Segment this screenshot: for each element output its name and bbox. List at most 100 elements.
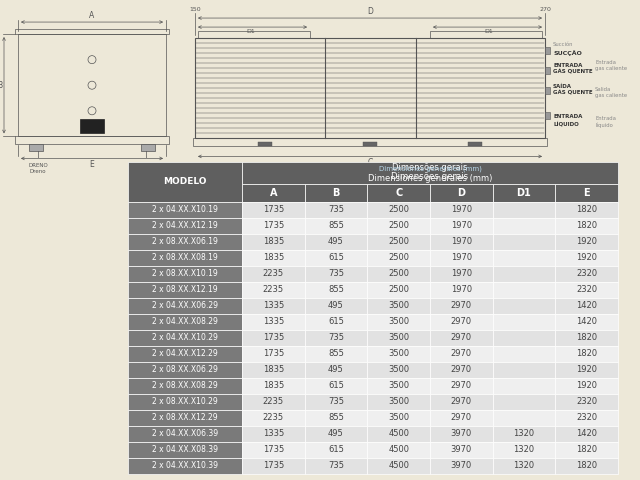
Bar (430, 298, 493, 314)
Bar (367, 234, 430, 250)
Bar (128, 442, 242, 458)
Text: 1320: 1320 (513, 430, 534, 439)
Text: D1: D1 (516, 188, 531, 198)
Bar (556, 218, 618, 234)
Text: 4500: 4500 (388, 430, 409, 439)
Bar (242, 458, 305, 474)
Text: MODELO: MODELO (163, 178, 207, 187)
Bar (493, 218, 556, 234)
Text: 495: 495 (328, 365, 344, 374)
Text: 1820: 1820 (576, 334, 597, 343)
Text: C: C (395, 188, 403, 198)
Bar (128, 346, 242, 362)
Bar (128, 250, 242, 266)
Text: LÍQUIDO: LÍQUIDO (553, 120, 579, 126)
Bar (128, 330, 242, 346)
Bar (556, 378, 618, 394)
Text: 1735: 1735 (262, 334, 284, 343)
Bar (363, 143, 377, 146)
Text: Entrada: Entrada (595, 60, 616, 65)
Bar (493, 202, 556, 218)
Bar (493, 458, 556, 474)
Bar (556, 458, 618, 474)
Text: 3970: 3970 (451, 430, 472, 439)
Bar (305, 250, 367, 266)
Text: E: E (583, 188, 590, 198)
Bar (305, 458, 367, 474)
Text: 2 x 04.XX.X06.29: 2 x 04.XX.X06.29 (152, 301, 218, 311)
Bar (468, 143, 482, 146)
Bar (258, 143, 272, 146)
Bar (242, 314, 305, 330)
Text: 2500: 2500 (388, 205, 409, 215)
Bar (493, 426, 556, 442)
Bar (242, 234, 305, 250)
Text: 2970: 2970 (451, 413, 472, 422)
Bar (493, 298, 556, 314)
Text: 1320: 1320 (513, 445, 534, 455)
Bar (493, 378, 556, 394)
Bar (305, 234, 367, 250)
Bar (128, 378, 242, 394)
Text: 1835: 1835 (262, 253, 284, 263)
Bar (430, 250, 493, 266)
Text: 2 x 08.XX.X06.29: 2 x 08.XX.X06.29 (152, 365, 218, 374)
Bar (305, 266, 367, 282)
Bar (556, 298, 618, 314)
Bar (305, 362, 367, 378)
Text: Salida: Salida (595, 87, 611, 92)
Bar (305, 346, 367, 362)
Text: 1920: 1920 (576, 238, 597, 247)
Bar (367, 426, 430, 442)
Text: líquido: líquido (595, 122, 612, 128)
Bar (128, 202, 242, 218)
Text: 3500: 3500 (388, 413, 409, 422)
Bar (193, 138, 547, 146)
Text: 2970: 2970 (451, 365, 472, 374)
Text: 615: 615 (328, 382, 344, 391)
Text: 3500: 3500 (388, 301, 409, 311)
Text: 1970: 1970 (451, 221, 472, 230)
Bar (305, 218, 367, 234)
Bar (556, 250, 618, 266)
Bar (128, 234, 242, 250)
Text: ENTRADA: ENTRADA (553, 114, 582, 119)
Text: 2 x 04.XX.X10.29: 2 x 04.XX.X10.29 (152, 334, 218, 343)
Bar (141, 144, 155, 151)
Bar (242, 362, 305, 378)
Bar (242, 202, 305, 218)
Bar (556, 184, 618, 202)
Text: 3970: 3970 (451, 445, 472, 455)
Text: 2500: 2500 (388, 286, 409, 295)
Text: 615: 615 (328, 253, 344, 263)
Text: Entrada: Entrada (595, 116, 616, 121)
Bar (242, 426, 305, 442)
Bar (367, 250, 430, 266)
Text: 3500: 3500 (388, 334, 409, 343)
Bar (430, 202, 493, 218)
Text: D1: D1 (246, 29, 255, 34)
Text: D: D (367, 7, 373, 16)
Bar (128, 162, 242, 202)
Text: A: A (90, 11, 95, 20)
Text: 270: 270 (539, 7, 551, 12)
Text: 2320: 2320 (576, 269, 597, 278)
Text: 1820: 1820 (576, 461, 597, 470)
Text: C: C (367, 158, 372, 168)
Text: D1: D1 (484, 29, 493, 34)
Bar (367, 410, 430, 426)
Text: 1335: 1335 (262, 301, 284, 311)
Text: 1420: 1420 (576, 301, 597, 311)
Text: 735: 735 (328, 334, 344, 343)
Bar (367, 442, 430, 458)
Bar (367, 202, 430, 218)
Text: 735: 735 (328, 397, 344, 407)
Bar (430, 394, 493, 410)
Text: 1970: 1970 (451, 269, 472, 278)
Text: 495: 495 (328, 301, 344, 311)
Bar (242, 184, 305, 202)
Text: 3500: 3500 (388, 382, 409, 391)
Bar (128, 282, 242, 298)
Text: 495: 495 (328, 238, 344, 247)
Text: 2 x 08.XX.X12.19: 2 x 08.XX.X12.19 (152, 286, 218, 295)
